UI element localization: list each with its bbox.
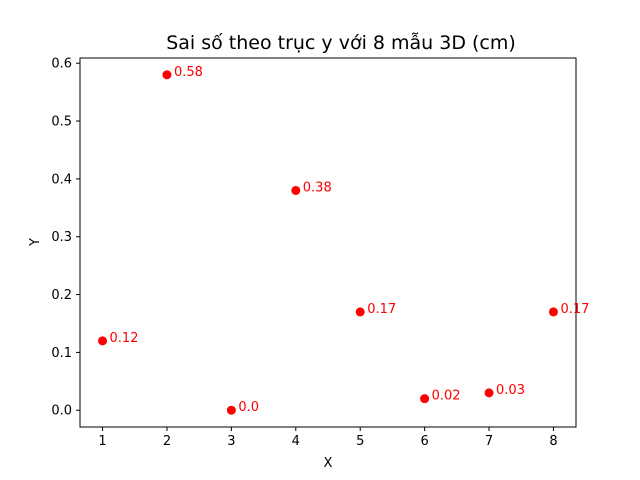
x-tick-label: 2 bbox=[163, 434, 171, 449]
x-axis-ticks: 1 2 3 4 5 6 7 8 bbox=[98, 427, 558, 449]
y-axis-label: Y bbox=[28, 238, 43, 247]
data-label: 0.02 bbox=[432, 389, 461, 404]
data-points bbox=[98, 70, 558, 415]
chart-title: Sai số theo trục y với 8 mẫu 3D (cm) bbox=[166, 31, 516, 54]
data-label: 0.0 bbox=[238, 400, 259, 415]
y-tick-label: 0.4 bbox=[51, 172, 72, 187]
y-tick-label: 0.5 bbox=[51, 115, 72, 130]
y-tick-label: 0.2 bbox=[51, 288, 72, 303]
data-label: 0.38 bbox=[303, 180, 332, 195]
data-label: 0.03 bbox=[496, 383, 525, 398]
data-point bbox=[162, 70, 172, 80]
data-labels: 0.12 0.58 0.0 0.38 0.17 0.02 0.03 0.17 bbox=[110, 65, 590, 415]
data-point bbox=[291, 185, 301, 195]
y-tick-label: 0.0 bbox=[51, 404, 72, 419]
x-tick-label: 1 bbox=[98, 434, 106, 449]
data-point bbox=[98, 336, 108, 346]
y-tick-label: 0.1 bbox=[51, 346, 72, 361]
y-tick-label: 0.3 bbox=[51, 230, 72, 245]
data-point bbox=[226, 405, 236, 415]
x-tick-label: 5 bbox=[356, 434, 364, 449]
data-label: 0.12 bbox=[110, 331, 139, 346]
y-tick-label: 0.6 bbox=[51, 57, 72, 72]
x-tick-label: 7 bbox=[485, 434, 493, 449]
x-axis-label: X bbox=[324, 456, 333, 471]
data-label: 0.17 bbox=[367, 302, 396, 317]
data-point bbox=[484, 388, 494, 398]
data-point bbox=[548, 307, 558, 317]
y-axis-ticks: 0.0 0.1 0.2 0.3 0.4 0.5 0.6 bbox=[51, 57, 80, 419]
x-tick-label: 8 bbox=[549, 434, 557, 449]
data-point bbox=[355, 307, 365, 317]
data-label: 0.17 bbox=[560, 302, 589, 317]
x-tick-label: 4 bbox=[292, 434, 300, 449]
x-tick-label: 6 bbox=[420, 434, 428, 449]
data-point bbox=[420, 394, 430, 404]
plot-frame bbox=[79, 57, 577, 428]
data-label: 0.58 bbox=[174, 65, 203, 80]
x-tick-label: 3 bbox=[227, 434, 235, 449]
